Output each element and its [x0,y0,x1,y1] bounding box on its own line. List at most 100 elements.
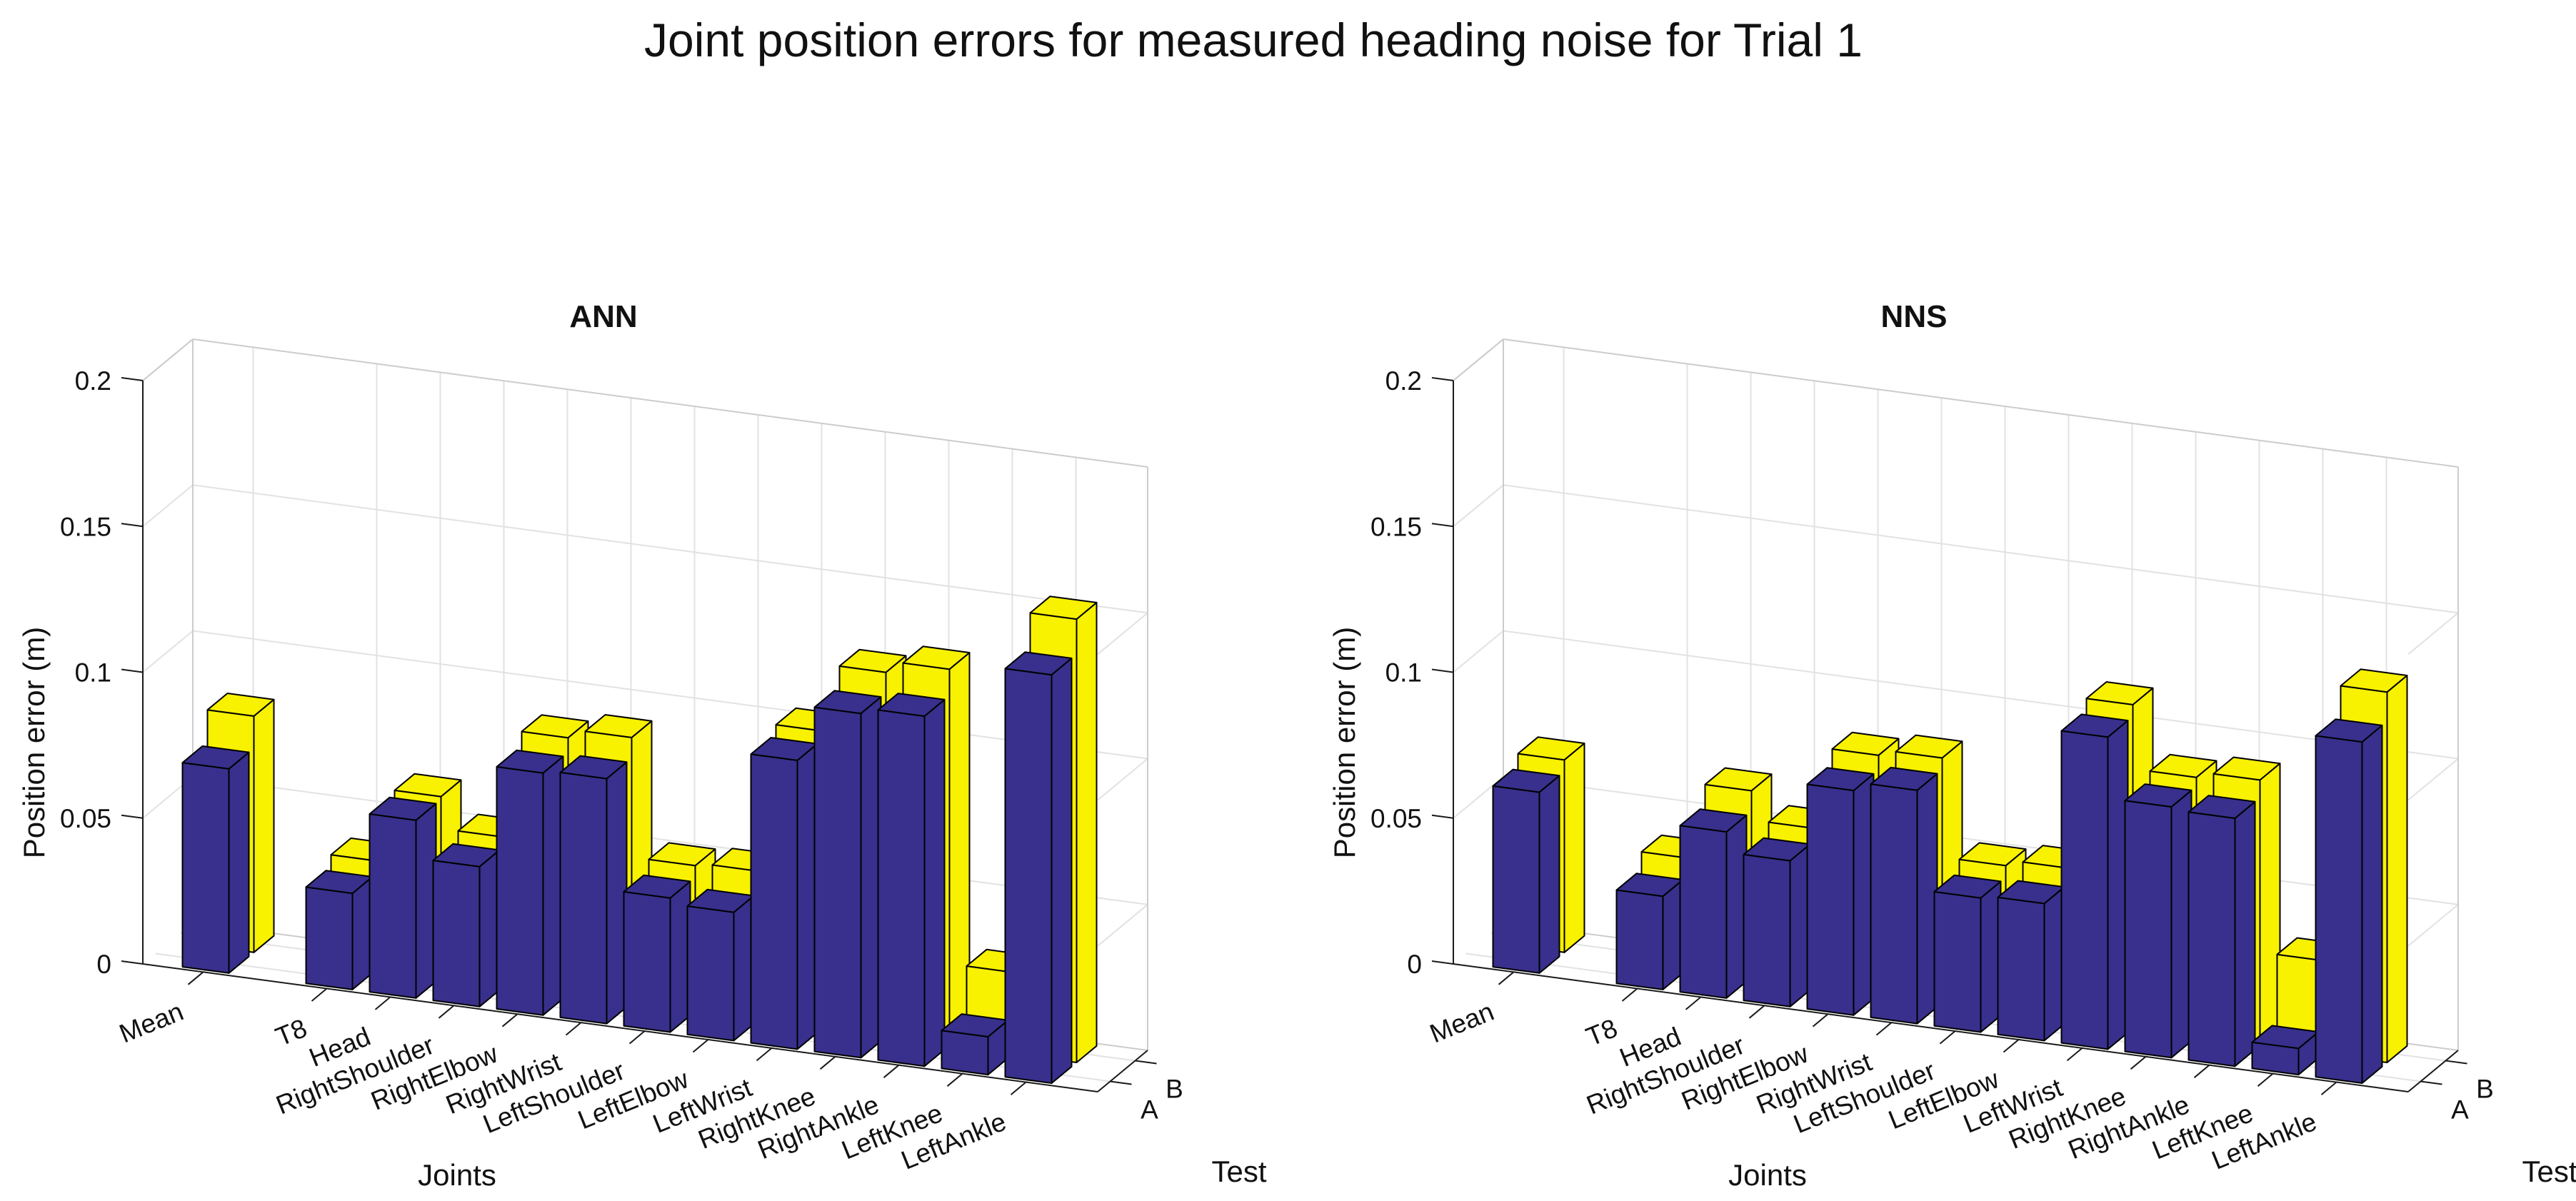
z-tick [121,814,144,819]
x-tick [1621,988,1638,1002]
bar-front-face [2315,735,2363,1084]
bar-a-rightankle [2187,795,2256,1067]
x-tick [438,1005,455,1019]
bar-top-face [2187,795,2256,819]
bar-a-leftelbow [686,888,755,1042]
bar-front-face [1492,785,1540,974]
right-wall-gridline [2407,904,2459,947]
bar-top-face [1679,808,1748,833]
chart-ann: 0 0.05 0.1 0.15 0.2 Mean T8 Head RightShoulder Ri… [17,299,1267,1192]
bar-top-face [1004,651,1073,676]
box-edge-left-top [1453,338,1504,381]
z-tick-label: 0 [1407,950,1422,979]
bar-front-face [432,860,481,1007]
x-tick-label: Mean [1425,997,1498,1049]
right-wall-gridline [1097,758,1148,801]
bar-top-face [1806,767,1875,792]
x-tick [2257,1072,2274,1087]
bar-top-face [584,714,653,738]
bar-a-rightelbow [496,749,564,1016]
bar-a-mean [181,745,250,974]
x-tick [187,971,204,985]
bar-a-leftknee [941,1013,1009,1076]
subplot-title: ANN [569,299,637,334]
bar-top-face [1492,768,1560,793]
left-wall-gridline [1453,630,1504,673]
z-axis-label: Position error (m) [1328,627,1361,858]
z-tick [121,377,144,381]
back-wall-gridline [1503,484,2459,614]
box-edge-back-top [1503,338,2459,468]
bar-top-face [1831,731,1900,756]
bar-a-t8 [1615,873,1684,990]
x-axis-line [1453,963,2409,1092]
x-tick [1010,1081,1027,1095]
z-tick [121,668,144,673]
x-tick [946,1072,963,1087]
x-tick [1812,1013,1829,1027]
bar-top-face [206,693,275,717]
bar-top-face [1517,736,1585,761]
bar-top-face [181,745,250,770]
z-tick [1431,814,1454,819]
bar-top-face [648,842,716,867]
figure-title: Joint position errors for measured headi… [644,14,1863,66]
bar-side-face [1563,743,1585,953]
bar-top-face [394,773,462,798]
x-tick [883,1064,900,1078]
bar-front-face [1615,889,1664,990]
z-axis-label: Position error (m) [17,627,51,858]
bar-front-face [941,1030,989,1076]
bar-top-face [496,749,564,774]
bar-front-face [369,813,417,999]
z-tick [1431,668,1454,673]
bar-front-face [2187,811,2236,1067]
depth-axis-line [1097,1050,1148,1092]
left-wall-gridline [142,484,194,528]
bar-front-face [1997,896,2045,1042]
bar-a-rightshoulder [1743,837,1811,1007]
bar-front-face [1933,890,1982,1033]
z-tick-label: 0.2 [1385,366,1422,396]
bar-top-face [2149,753,2217,778]
depth-axis-label: Test [1211,1155,1266,1188]
z-tick-label: 0.1 [1385,658,1422,688]
bar-top-face [369,796,437,821]
bar-side-face [2386,675,2408,1063]
depth-tick [2420,1080,2442,1085]
bar-side-face [1076,601,1098,1063]
x-tick [819,1056,836,1070]
bar-front-face [1004,668,1053,1084]
right-wall-gridline [1097,612,1148,655]
right-wall-gridline [2407,612,2459,655]
depth-axis-label: Test [2522,1155,2576,1188]
depth-tick-label: B [1166,1075,1183,1104]
bar-front-face [877,709,926,1067]
back-wall-gridline [1503,775,2459,905]
bar-front-face [2124,800,2172,1059]
x-axis-line [142,963,1098,1092]
bar-a-rightelbow [1806,767,1875,1016]
depth-tick [1135,1060,1157,1065]
bar-front-face [686,905,735,1042]
bar-top-face [2340,668,2408,693]
x-tick [2130,1056,2147,1070]
bar-a-mean [1492,768,1560,974]
bar-a-leftankle [1004,651,1073,1084]
x-tick [1875,1022,1893,1036]
x-tick [692,1039,709,1053]
subplot-title: NNS [1881,299,1948,334]
x-tick [2066,1047,2083,1062]
bar-top-face [1958,842,2027,867]
bar-a-rightwrist [559,755,628,1025]
bar-top-face [1933,874,2002,899]
bar-a-head [369,796,437,999]
z-tick [1431,960,1454,965]
x-tick [501,1013,518,1027]
z-tick-label: 0.15 [60,512,111,541]
bar-side-face [2361,724,2383,1084]
bar-side-face [2234,800,2256,1067]
bar-a-t8 [305,870,374,990]
